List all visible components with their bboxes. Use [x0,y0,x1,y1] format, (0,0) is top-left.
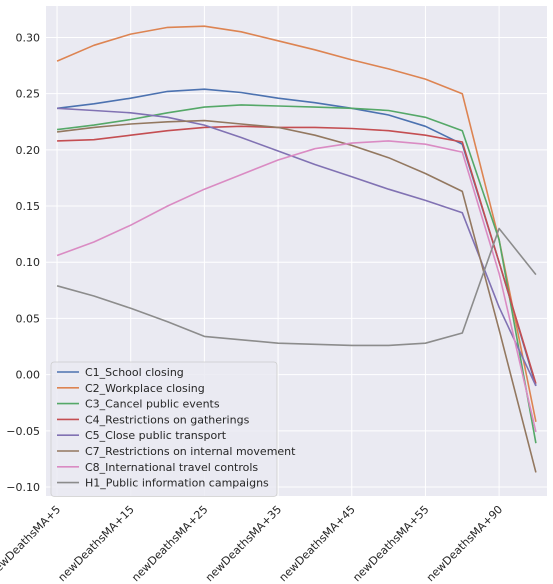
legend-label: C2_Workplace closing [85,382,205,395]
legend-label: C4_Restrictions on gatherings [85,413,250,426]
legend-label: C5_Close public transport [85,429,227,442]
legend-label: C7_Restrictions on internal movement [85,445,296,458]
legend-label: H1_Public information campaigns [85,477,269,490]
legend-label: C1_School closing [85,366,184,379]
y-tick-label: 0.30 [16,31,41,44]
series-line [56,227,537,347]
series-line [57,104,537,444]
y-tick-label: 0.20 [16,144,41,157]
legend: C1_School closing C2_Workplace closing C3_… [50,361,296,497]
y-tick-label: 0.05 [16,312,41,325]
series-line [56,140,537,433]
series-line [57,107,537,387]
y-tick-label: 0.00 [16,369,41,382]
y-tick-label: 0.25 [16,88,41,101]
y-axis-ticks: −0.10 −0.05 0.00 0.05 0.10 0.15 0.20 0.25 0.30 [6,31,40,494]
y-tick-label: 0.10 [16,256,41,269]
y-tick-label: −0.10 [6,481,40,494]
series-lines [56,25,537,473]
y-tick-label: −0.05 [6,425,40,438]
series-line [57,119,537,473]
series-line [57,125,537,384]
legend-box [50,361,278,497]
legend-label: C3_Cancel public events [85,398,220,411]
y-tick-label: 0.15 [16,200,41,213]
legend-label: C8_International travel controls [85,461,258,474]
series-line [56,25,537,422]
